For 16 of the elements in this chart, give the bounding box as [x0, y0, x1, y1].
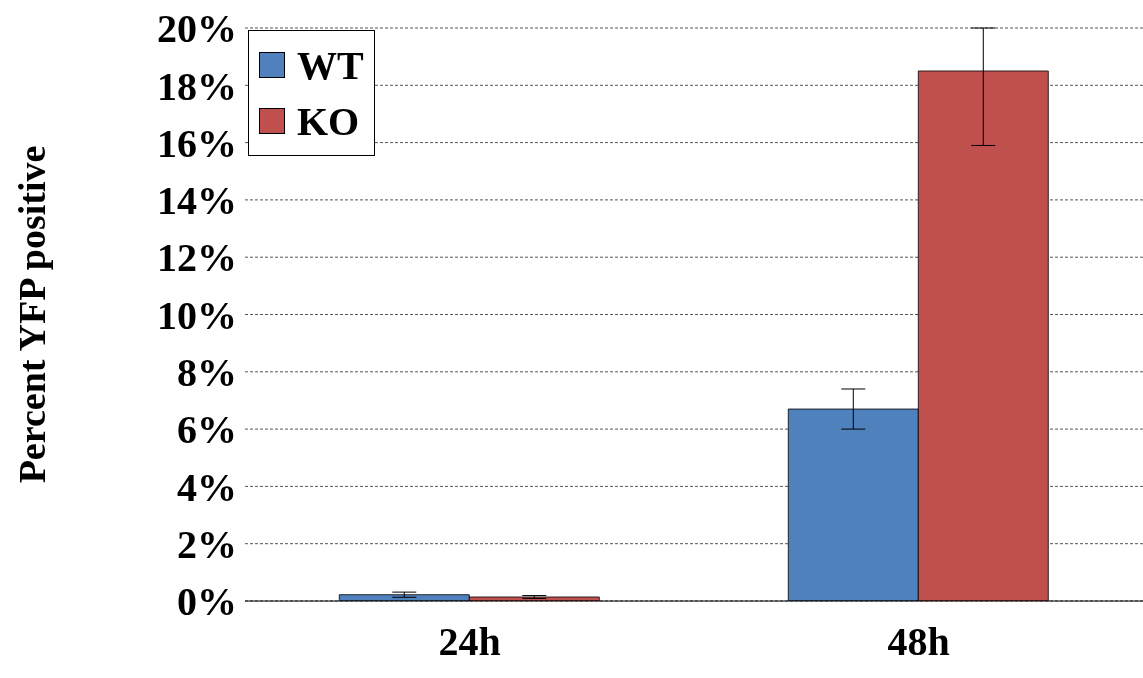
- y-axis-title: Percent YFP positive: [11, 145, 54, 484]
- y-tick-label: 10%: [157, 292, 237, 338]
- y-tick-label: 8%: [177, 350, 237, 395]
- y-tick-label: 18%: [157, 63, 237, 109]
- legend-label: KO: [297, 97, 360, 145]
- y-tick-label: 6%: [177, 407, 237, 453]
- y-tick-label: 14%: [157, 178, 237, 224]
- y-tick-label: 20%: [157, 6, 237, 52]
- legend-label: WT: [297, 41, 364, 89]
- y-tick-label: 16%: [157, 120, 237, 166]
- x-tick-label: 24h: [438, 619, 501, 665]
- x-tick-label: 48h: [887, 619, 950, 665]
- y-tick-label: 4%: [177, 464, 237, 510]
- y-tick-label: 12%: [157, 235, 237, 281]
- y-tick-label: 0%: [177, 579, 237, 625]
- y-tick-label: 2%: [177, 521, 237, 567]
